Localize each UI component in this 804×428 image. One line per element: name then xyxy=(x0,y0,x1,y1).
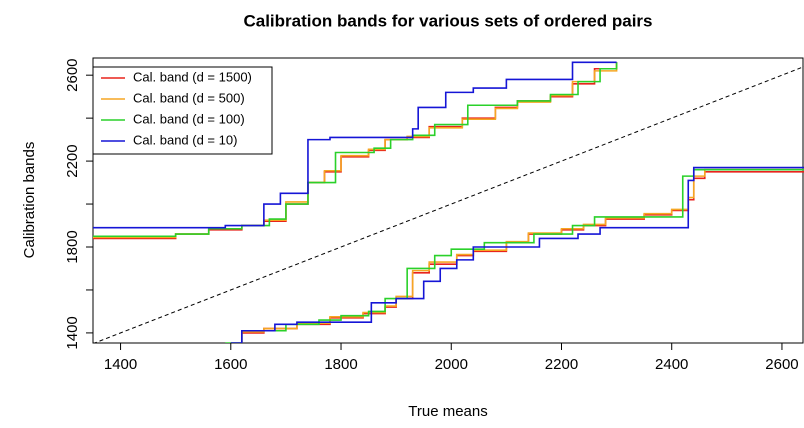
y-tick-label: 1400 xyxy=(64,316,81,349)
identity-line xyxy=(93,66,804,343)
legend-label: Cal. band (d = 1500) xyxy=(133,69,252,84)
y-tick-label: 2600 xyxy=(64,58,81,91)
plot-frame xyxy=(92,57,804,344)
legend-label: Cal. band (d = 500) xyxy=(133,90,245,105)
x-axis-label: True means xyxy=(408,403,487,420)
x-tick-label: 2200 xyxy=(545,356,578,373)
y-tick-label: 2200 xyxy=(64,144,81,177)
y-axis-label: Calibration bands xyxy=(21,142,38,259)
band-upper xyxy=(93,61,617,229)
legend-label: Cal. band (d = 100) xyxy=(133,111,245,126)
legend: Cal. band (d = 1500) Cal. band (d = 500) C… xyxy=(92,66,273,155)
chart-title: Calibration bands for various sets of or… xyxy=(243,11,652,30)
x-tick-label: 1800 xyxy=(324,356,357,373)
band-lower xyxy=(230,166,804,343)
band-upper xyxy=(93,62,618,238)
x-tick-label: 2600 xyxy=(765,356,798,373)
y-tick-label: 1800 xyxy=(64,230,81,263)
legend-box xyxy=(92,66,273,155)
x-tick-label: 1600 xyxy=(214,356,247,373)
legend-label: Cal. band (d = 10) xyxy=(133,132,237,147)
x-tick-label: 2400 xyxy=(655,356,688,373)
x-tick-label: 1400 xyxy=(104,356,137,373)
plot-area xyxy=(93,61,804,343)
band-lower xyxy=(225,168,804,343)
band-lower xyxy=(230,171,804,343)
x-tick-label: 2000 xyxy=(435,356,468,373)
